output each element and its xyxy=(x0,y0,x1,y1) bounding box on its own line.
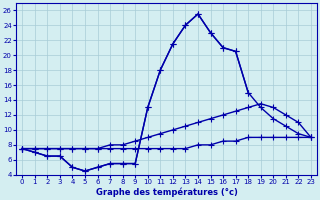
X-axis label: Graphe des températures (°c): Graphe des températures (°c) xyxy=(96,188,237,197)
